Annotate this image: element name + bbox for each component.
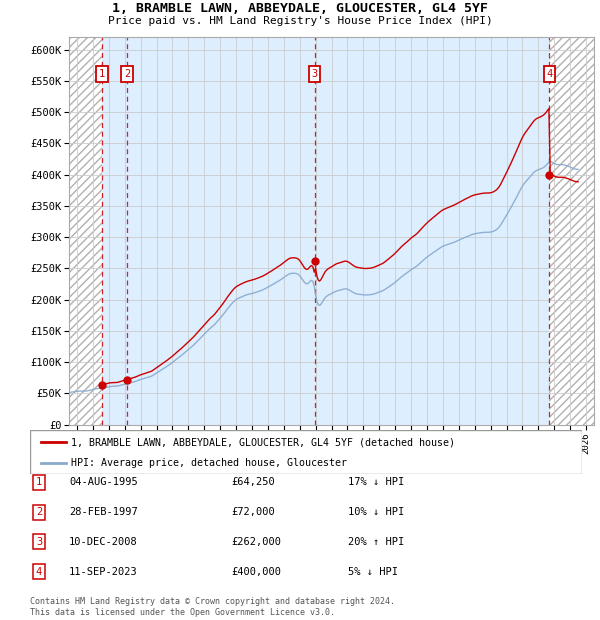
Text: 2: 2 [124, 69, 130, 79]
Text: 2: 2 [36, 507, 42, 517]
Text: HPI: Average price, detached house, Gloucester: HPI: Average price, detached house, Glou… [71, 458, 347, 468]
Bar [69, 37, 102, 425]
Text: Price paid vs. HM Land Registry's House Price Index (HPI): Price paid vs. HM Land Registry's House … [107, 16, 493, 25]
Text: 4: 4 [547, 69, 553, 79]
Text: 17% ↓ HPI: 17% ↓ HPI [348, 477, 404, 487]
Text: £262,000: £262,000 [231, 537, 281, 547]
Text: 1: 1 [36, 477, 42, 487]
Bar [550, 37, 594, 425]
Text: 28-FEB-1997: 28-FEB-1997 [69, 507, 138, 517]
Text: 3: 3 [36, 537, 42, 547]
Text: 10% ↓ HPI: 10% ↓ HPI [348, 507, 404, 517]
Text: £64,250: £64,250 [231, 477, 275, 487]
Text: 5% ↓ HPI: 5% ↓ HPI [348, 567, 398, 577]
Bar [102, 37, 550, 425]
Text: 10-DEC-2008: 10-DEC-2008 [69, 537, 138, 547]
Text: 20% ↑ HPI: 20% ↑ HPI [348, 537, 404, 547]
Text: £72,000: £72,000 [231, 507, 275, 517]
Text: 1, BRAMBLE LAWN, ABBEYDALE, GLOUCESTER, GL4 5YF (detached house): 1, BRAMBLE LAWN, ABBEYDALE, GLOUCESTER, … [71, 437, 455, 447]
Text: 4: 4 [36, 567, 42, 577]
Text: Contains HM Land Registry data © Crown copyright and database right 2024.
This d: Contains HM Land Registry data © Crown c… [30, 598, 395, 617]
Text: 1: 1 [99, 69, 105, 79]
Text: 1, BRAMBLE LAWN, ABBEYDALE, GLOUCESTER, GL4 5YF: 1, BRAMBLE LAWN, ABBEYDALE, GLOUCESTER, … [112, 2, 488, 15]
Text: 11-SEP-2023: 11-SEP-2023 [69, 567, 138, 577]
Text: 04-AUG-1995: 04-AUG-1995 [69, 477, 138, 487]
Text: £400,000: £400,000 [231, 567, 281, 577]
Text: 3: 3 [311, 69, 318, 79]
